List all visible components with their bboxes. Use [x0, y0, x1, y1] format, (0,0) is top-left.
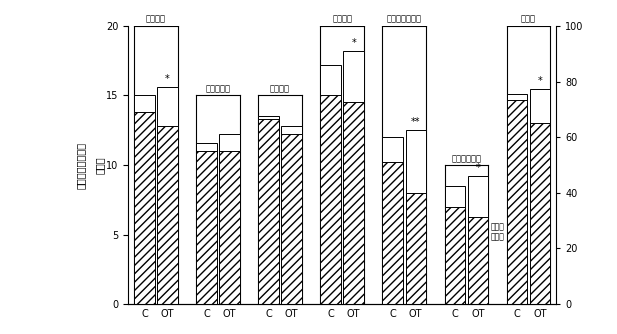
Text: 半側無視: 半側無視 [332, 15, 352, 24]
Bar [468, 176, 488, 304]
Bar [259, 119, 279, 304]
Bar [196, 151, 217, 304]
Bar [135, 112, 155, 304]
Bar [157, 126, 178, 304]
Text: 点在物体の目算: 点在物体の目算 [387, 15, 421, 24]
Text: *: * [475, 163, 480, 173]
Bar [157, 87, 178, 304]
Bar [444, 207, 465, 304]
Bar [320, 96, 341, 304]
Bar [405, 193, 426, 304]
Text: 地誌的
見当錐: 地誌的 見当錐 [491, 222, 504, 241]
Text: *: * [537, 76, 542, 86]
Bar [281, 126, 302, 304]
Bar [444, 186, 465, 304]
Bar [405, 130, 426, 304]
Bar [220, 151, 239, 304]
Bar [320, 65, 341, 304]
Bar [529, 89, 550, 304]
Text: **: ** [411, 118, 420, 128]
Text: *: * [351, 38, 356, 48]
Text: 空間定位: 空間定位 [270, 85, 290, 94]
Bar [135, 96, 155, 304]
Text: 地誌的見当筆: 地誌的見当筆 [451, 154, 481, 163]
Bar [344, 51, 364, 304]
Bar [529, 123, 550, 304]
Bar [507, 100, 527, 304]
Text: 総得点: 総得点 [521, 15, 536, 24]
Bar [507, 94, 527, 304]
Bar [468, 216, 488, 304]
Bar [344, 103, 364, 304]
Bar [383, 137, 403, 304]
Bar [281, 134, 302, 304]
Bar [196, 143, 217, 304]
Bar [383, 162, 403, 304]
Y-axis label: （点）: （点） [94, 156, 105, 174]
Bar [259, 116, 279, 304]
Bar [220, 134, 239, 304]
Text: 形の恒常性: 形の恒常性 [205, 85, 231, 94]
Text: 図地知覚: 図地知覚 [146, 15, 166, 24]
Text: *: * [165, 74, 170, 85]
Text: 視空間認知テスト: 視空間認知テスト [76, 142, 86, 188]
